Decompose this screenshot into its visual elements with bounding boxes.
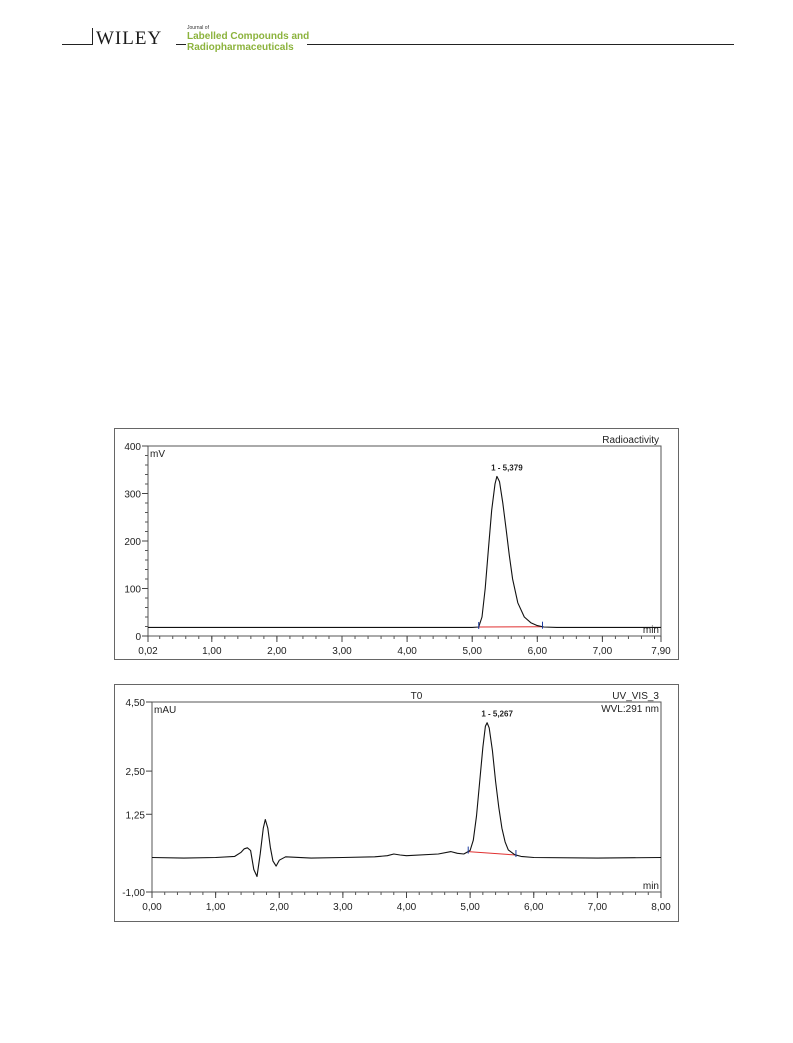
header-rule-right <box>307 44 734 45</box>
chart2-x-tick-label: 2,00 <box>270 902 290 913</box>
chart2-y-tick-label: 4,50 <box>126 698 146 709</box>
chart1-y-unit: mV <box>150 449 165 460</box>
chart1-x-tick-label: 6,00 <box>528 646 548 657</box>
journal-prefix: Journal of <box>187 25 209 31</box>
chart2-integration-baseline <box>468 851 516 856</box>
chart1-x-tick-label: 7,00 <box>593 646 613 657</box>
chart2-x-tick-label: 4,00 <box>397 902 417 913</box>
chart1-y-tick-label: 400 <box>124 442 141 453</box>
uv-chromatogram: -1,00 1,25 2,50 4,50 0,00 1,00 2,00 3,00 4,00 5,0… <box>122 691 671 913</box>
chart2-trace <box>151 722 662 878</box>
chart2-x-tick-label: 3,00 <box>333 902 353 913</box>
chart2-x-tick-label: 8,00 <box>651 902 671 913</box>
chart2-x-tick-label: 7,00 <box>588 902 608 913</box>
chart1-x-tick-label: 5,00 <box>462 646 482 657</box>
chart2-wavelength-label: WVL:291 nm <box>601 704 659 715</box>
chart1-trace <box>148 475 661 628</box>
chart1-x-tick-label: 2,00 <box>267 646 287 657</box>
chart1-x-tick-label: 4,00 <box>397 646 417 657</box>
journal-title-line2: Radiopharmaceuticals <box>187 42 294 53</box>
chart2-channel-label: UV_VIS_3 <box>612 691 659 702</box>
chart2-y-unit: mAU <box>154 705 176 716</box>
chart2-y-tick-label: 2,50 <box>126 767 146 778</box>
chart2-peak-label: 1 - 5,267 <box>481 710 513 719</box>
chart1-y-tick-label: 0 <box>135 632 141 643</box>
chart2-x-unit: min <box>643 881 659 892</box>
chart2-plot-frame <box>151 701 662 893</box>
chart2-x-tick-label: 5,00 <box>460 902 480 913</box>
header-rule-tick <box>92 28 93 45</box>
chart1-channel-label: Radioactivity <box>602 435 659 446</box>
journal-title-line1: Labelled Compounds and <box>187 31 310 42</box>
chart2-title: T0 <box>411 691 423 702</box>
radioactivity-chromatogram: 0 100 200 300 400 0,02 1,00 2,00 3,00 4,00 5,00 6,0… <box>124 435 671 657</box>
chart1-plot-frame <box>147 445 662 637</box>
chart2-x-tick-label: 0,00 <box>142 902 162 913</box>
journal-header: WILEY Journal of Labelled Compounds and … <box>0 0 793 60</box>
chart1-x-tick-label: 0,02 <box>138 646 158 657</box>
header-rule-left <box>62 44 92 45</box>
chart1-y-tick-label: 100 <box>124 585 141 596</box>
chart1-x-tick-label: 3,00 <box>332 646 352 657</box>
chart1-peak-label: 1 - 5,379 <box>491 463 523 472</box>
radioactivity-chromatogram-panel: 0 100 200 300 400 0,02 1,00 2,00 3,00 4,00 5,00 6,0… <box>114 428 679 660</box>
header-rule-mid <box>176 44 186 45</box>
chart1-x-tick-label: 1,00 <box>202 646 222 657</box>
chart1-y-tick-label: 300 <box>124 490 141 501</box>
chart2-y-tick-label: 1,25 <box>126 810 146 821</box>
chart2-y-tick-label: -1,00 <box>122 888 145 899</box>
publisher-logo: WILEY <box>96 28 163 49</box>
chart2-x-tick-label: 1,00 <box>206 902 226 913</box>
uv-chromatogram-panel: -1,00 1,25 2,50 4,50 0,00 1,00 2,00 3,00 4,00 5,0… <box>114 684 679 922</box>
chart1-y-tick-label: 200 <box>124 537 141 548</box>
chart1-x-unit: min <box>643 625 659 636</box>
chart1-x-tick-label: 7,90 <box>651 646 671 657</box>
chart2-x-tick-label: 6,00 <box>524 902 544 913</box>
